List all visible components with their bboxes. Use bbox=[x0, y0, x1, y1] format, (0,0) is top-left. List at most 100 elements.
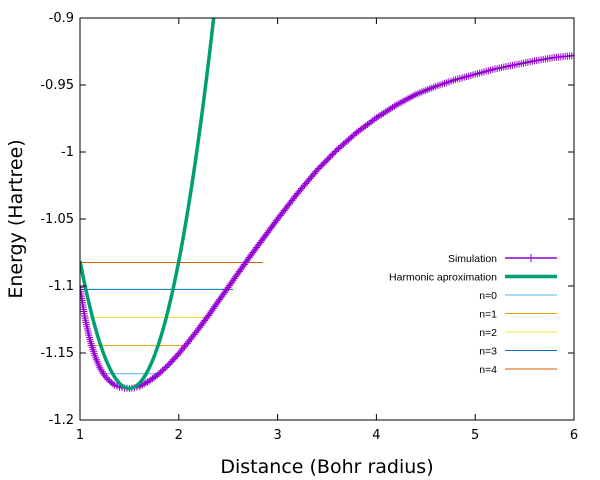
simulation-marker bbox=[185, 338, 193, 346]
simulation-marker bbox=[225, 282, 233, 290]
simulation-marker bbox=[327, 152, 335, 160]
simulation-marker bbox=[238, 264, 246, 272]
simulation-marker bbox=[206, 310, 214, 318]
legend-label: n=2 bbox=[479, 327, 497, 339]
simulation-marker bbox=[365, 119, 373, 127]
simulation-marker bbox=[237, 266, 245, 274]
simulation-marker bbox=[315, 165, 323, 173]
simulation-marker bbox=[324, 155, 332, 163]
simulation-marker bbox=[374, 113, 382, 121]
simulation-marker bbox=[371, 115, 379, 123]
simulation-marker bbox=[192, 329, 200, 337]
simulation-marker bbox=[186, 336, 194, 344]
simulation-marker bbox=[325, 154, 333, 162]
axis-ticks: 1 2 3 4 5 6 -1.2 -1.15 -1.1 -1.05 -1 -0.95 -0.9 bbox=[40, 11, 578, 443]
simulation-marker bbox=[142, 379, 150, 387]
simulation-marker bbox=[155, 370, 163, 378]
simulation-marker bbox=[212, 301, 220, 309]
harmonic-approximation-line bbox=[80, 18, 216, 391]
simulation-marker bbox=[224, 283, 232, 291]
y-tick-label: -1 bbox=[61, 145, 74, 160]
simulation-marker bbox=[233, 271, 241, 279]
simulation-markers bbox=[80, 52, 574, 392]
y-tick-label: -1.05 bbox=[40, 212, 74, 227]
simulation-marker bbox=[223, 285, 231, 293]
simulation-marker bbox=[322, 157, 330, 165]
simulation-marker bbox=[211, 303, 219, 311]
simulation-marker bbox=[349, 131, 357, 139]
simulation-marker bbox=[341, 139, 349, 147]
simulation-marker bbox=[162, 364, 170, 372]
plot-area-curves bbox=[80, 18, 574, 392]
simulation-marker bbox=[219, 290, 227, 298]
x-tick-label: 1 bbox=[76, 428, 84, 443]
simulation-marker bbox=[383, 107, 391, 115]
y-tick-label: -1.1 bbox=[49, 279, 74, 294]
simulation-marker bbox=[101, 372, 109, 380]
simulation-marker bbox=[222, 287, 230, 295]
legend-label: n=1 bbox=[479, 309, 497, 321]
simulation-marker bbox=[372, 114, 380, 122]
simulation-marker bbox=[330, 149, 338, 157]
legend-label: n=0 bbox=[479, 290, 497, 302]
y-tick-label: -0.95 bbox=[40, 78, 74, 93]
simulation-marker bbox=[381, 108, 389, 116]
simulation-marker bbox=[362, 122, 370, 130]
simulation-marker bbox=[230, 275, 238, 283]
y-tick-label: -1.2 bbox=[49, 413, 74, 428]
simulation-marker bbox=[333, 146, 341, 154]
simulation-marker bbox=[354, 127, 362, 135]
legend-label: Harmonic aproximation bbox=[389, 272, 497, 284]
simulation-marker bbox=[360, 123, 368, 131]
simulation-marker bbox=[232, 273, 240, 281]
simulation-marker bbox=[220, 289, 228, 297]
simulation-marker bbox=[209, 304, 217, 312]
x-tick-label: 2 bbox=[175, 428, 183, 443]
simulation-marker bbox=[240, 260, 248, 268]
simulation-marker bbox=[239, 262, 247, 270]
simulation-marker bbox=[385, 106, 393, 114]
simulation-marker bbox=[234, 269, 242, 277]
simulation-marker bbox=[102, 374, 110, 382]
simulation-marker bbox=[376, 112, 384, 120]
legend-label: n=4 bbox=[479, 364, 497, 376]
simulation-marker bbox=[214, 297, 222, 305]
simulation-marker bbox=[160, 365, 168, 373]
legend: Simulation Harmonic aproximation n=0 n=1 n=2… bbox=[389, 253, 557, 376]
simulation-marker bbox=[213, 299, 221, 307]
simulation-marker bbox=[229, 276, 237, 284]
simulation-marker bbox=[228, 278, 236, 286]
simulation-marker bbox=[235, 268, 243, 276]
simulation-marker bbox=[207, 308, 215, 316]
simulation-marker bbox=[390, 102, 398, 110]
simulation-marker bbox=[104, 375, 112, 383]
simulation-marker bbox=[339, 140, 347, 148]
simulation-marker bbox=[218, 292, 226, 300]
simulation-marker bbox=[356, 126, 364, 134]
simulation-marker bbox=[157, 368, 165, 376]
simulation-marker bbox=[380, 109, 388, 117]
simulation-marker bbox=[158, 367, 166, 375]
simulation-marker bbox=[190, 330, 198, 338]
simulation-marker bbox=[338, 142, 346, 150]
simulation-marker bbox=[318, 161, 326, 169]
simulation-marker bbox=[316, 163, 324, 171]
simulation-marker bbox=[344, 136, 352, 144]
simulation-marker bbox=[163, 362, 171, 370]
legend-marker bbox=[527, 254, 535, 262]
simulation-marker bbox=[353, 129, 361, 137]
simulation-marker bbox=[343, 137, 351, 145]
x-tick-label: 4 bbox=[372, 428, 380, 443]
legend-label: n=3 bbox=[479, 346, 497, 358]
simulation-marker bbox=[208, 306, 216, 314]
x-tick-label: 5 bbox=[471, 428, 479, 443]
simulation-marker bbox=[369, 117, 377, 125]
simulation-marker bbox=[378, 110, 386, 118]
simulation-marker bbox=[227, 280, 235, 288]
simulation-marker bbox=[336, 143, 344, 151]
simulation-marker bbox=[321, 158, 329, 166]
simulation-marker bbox=[313, 166, 321, 174]
simulation-marker bbox=[319, 160, 327, 168]
simulation-marker bbox=[348, 133, 356, 141]
simulation-marker bbox=[217, 294, 225, 302]
